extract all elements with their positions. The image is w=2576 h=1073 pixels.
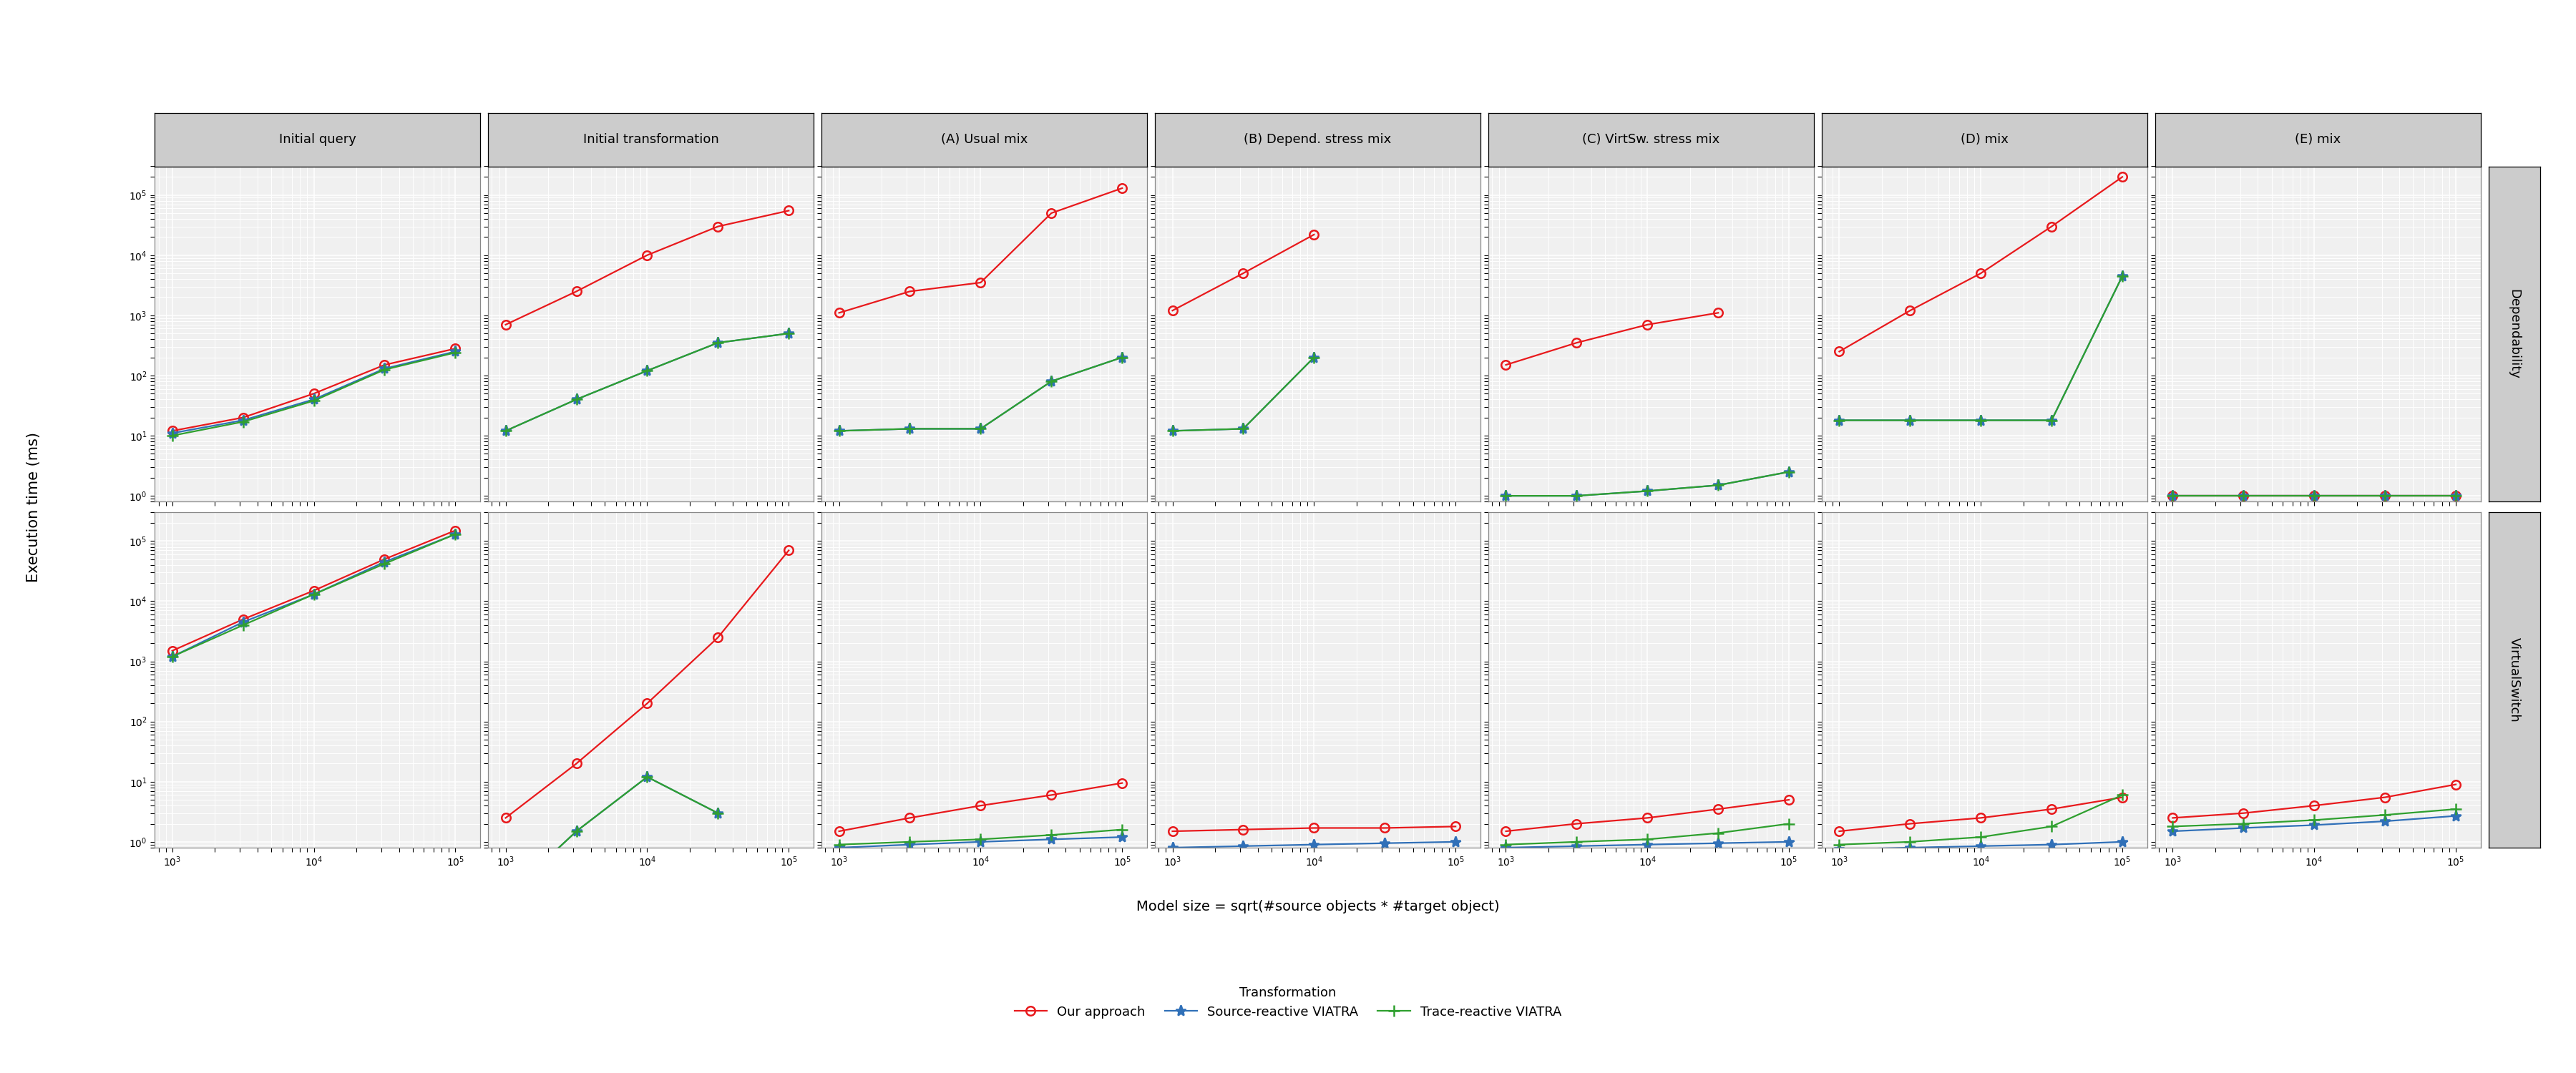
Legend: Our approach, Source-reactive VIATRA, Trace-reactive VIATRA: Our approach, Source-reactive VIATRA, Tr…	[1010, 981, 1566, 1024]
Text: (B) Depend. stress mix: (B) Depend. stress mix	[1244, 133, 1391, 146]
Text: (C) VirtSw. stress mix: (C) VirtSw. stress mix	[1582, 133, 1721, 146]
Text: Model size = sqrt(#source objects * #target object): Model size = sqrt(#source objects * #tar…	[1136, 900, 1499, 913]
Text: VirtualSwitch: VirtualSwitch	[2506, 637, 2519, 722]
Text: Initial transformation: Initial transformation	[582, 133, 719, 146]
Text: Execution time (ms): Execution time (ms)	[26, 431, 41, 582]
Text: Dependability: Dependability	[2506, 289, 2519, 379]
Text: Initial query: Initial query	[278, 133, 355, 146]
Text: (E) mix: (E) mix	[2295, 133, 2342, 146]
Text: (D) mix: (D) mix	[1960, 133, 2009, 146]
Text: (A) Usual mix: (A) Usual mix	[940, 133, 1028, 146]
